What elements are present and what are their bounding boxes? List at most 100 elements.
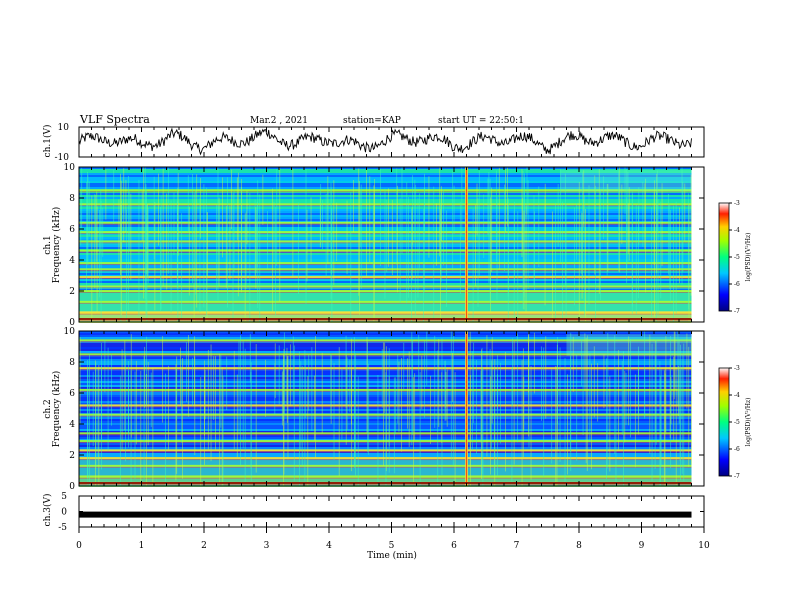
noise-row — [79, 343, 692, 345]
noise-row — [79, 469, 692, 471]
spectral-band — [79, 475, 692, 478]
spectral-band-edge — [79, 451, 692, 453]
noise-row — [79, 381, 692, 383]
noise-row — [79, 303, 692, 305]
start-time-label: start UT = 22:50:1 — [438, 116, 524, 126]
noise-row — [79, 467, 692, 469]
noise-row — [79, 357, 692, 359]
noise-row — [79, 455, 692, 457]
x-axis-label: Time (min) — [367, 550, 417, 561]
ch3-level-line — [79, 511, 692, 518]
noise-row — [79, 337, 692, 339]
spectral-band — [79, 432, 692, 435]
spectral-band-edge — [79, 390, 692, 392]
noise-row — [79, 459, 692, 461]
noise-row — [79, 167, 692, 169]
colorbar-tick-label: -4 — [734, 392, 740, 399]
ch2-colorbar: -3 -4 -5 -6 -7 log(PSD)(V²/Hz) — [718, 365, 752, 480]
noise-row — [79, 375, 692, 377]
noise-row — [79, 349, 692, 351]
noise-row — [79, 461, 692, 463]
y-tick-label: 10 — [64, 327, 76, 337]
spectral-band — [79, 367, 692, 370]
noise-row — [79, 453, 692, 455]
colorbar-tick-label: -6 — [734, 281, 740, 288]
colorbar-label: log(PSD)(V²/Hz) — [745, 398, 752, 447]
noise-row — [79, 437, 692, 439]
spectral-band — [79, 413, 692, 416]
spectral-band-edge — [79, 415, 692, 417]
colorbar-tick-label: -7 — [734, 308, 740, 315]
noise-row — [79, 415, 692, 417]
spectral-band-edge — [79, 483, 692, 485]
noise-row — [79, 395, 692, 397]
spectral-band-edge — [79, 302, 692, 304]
spectral-band — [79, 449, 692, 452]
noise-row — [79, 171, 692, 173]
noise-row — [79, 183, 692, 185]
noise-row — [79, 345, 692, 347]
x-tick-label: 10 — [698, 541, 710, 551]
noise-row — [79, 435, 692, 437]
noise-row — [79, 419, 692, 421]
noise-row — [79, 185, 692, 187]
colorbar-tick-label: -5 — [734, 419, 740, 426]
spectral-band — [79, 300, 692, 303]
noise-row — [79, 371, 692, 373]
spectral-band-edge — [79, 369, 692, 371]
spectral-band-edge — [79, 442, 692, 444]
noise-row — [79, 427, 692, 429]
noise-row — [79, 391, 692, 393]
spectral-band-edge — [79, 319, 692, 321]
noise-row — [79, 431, 692, 433]
noise-row — [79, 373, 692, 375]
noise-row — [79, 363, 692, 365]
spectral-band-edge — [79, 466, 692, 468]
noise-row — [79, 379, 692, 381]
low-frequency-strip — [79, 318, 692, 320]
colorbar-tick-label: -3 — [734, 365, 740, 372]
y-tick-label: 8 — [69, 358, 75, 368]
noise-row — [79, 447, 692, 449]
spectral-band-edge — [79, 406, 692, 408]
spectral-band-edge — [79, 313, 692, 315]
x-tick-label: 2 — [201, 541, 207, 551]
noise-row — [79, 443, 692, 445]
noise-row — [79, 439, 692, 441]
y-tick-label: 4 — [69, 420, 75, 430]
x-tick-label: 6 — [451, 541, 457, 551]
x-tick-label: 3 — [264, 541, 270, 551]
noise-row — [79, 471, 692, 473]
y-tick-label: 0 — [69, 482, 75, 492]
y-tick-label: 2 — [69, 287, 75, 297]
noise-row — [79, 425, 692, 427]
ch3-voltage-axis-label: ch.3(V) — [42, 494, 53, 527]
x-tick-label: 0 — [76, 541, 82, 551]
station-label: station=KAP — [343, 116, 401, 126]
noise-row — [79, 409, 692, 411]
noise-row — [79, 309, 692, 311]
y-tick-label: 4 — [69, 256, 75, 266]
x-tick-label: 1 — [139, 541, 145, 551]
noise-row — [79, 383, 692, 385]
ch1-voltage-axis-label: ch.1(V) — [42, 125, 53, 158]
low-frequency-strip — [79, 482, 692, 484]
spectral-band — [79, 404, 692, 407]
spectral-band-edge — [79, 459, 692, 461]
noise-row — [79, 421, 692, 423]
noise-row — [79, 423, 692, 425]
y-tick-label: 0 — [69, 318, 75, 328]
noise-row — [79, 417, 692, 419]
noise-row — [79, 429, 692, 431]
ch2-spectrogram-panel: 0 2 4 6 8 10 — [64, 327, 705, 492]
x-tick-label: 5 — [389, 541, 395, 551]
noise-row — [79, 387, 692, 389]
colorbar-scale — [718, 367, 730, 477]
noise-row — [79, 479, 692, 481]
y-tick-label: 6 — [69, 225, 75, 235]
noise-row — [79, 361, 692, 363]
noise-row — [79, 351, 692, 353]
noise-row — [79, 355, 692, 357]
noise-row — [79, 369, 692, 371]
